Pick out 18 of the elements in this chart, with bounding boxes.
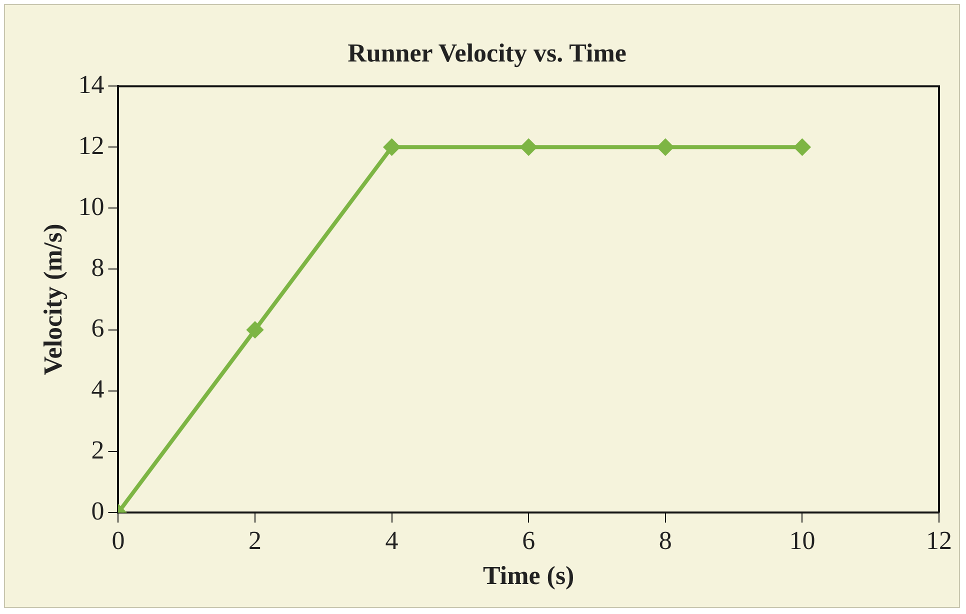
x-axis-title: Time (s) [482, 561, 574, 590]
y-tick-label: 6 [91, 314, 104, 343]
x-tick-label: 8 [658, 526, 672, 556]
chart-title: Runner Velocity vs. Time [348, 38, 626, 68]
y-axis-title: Velocity (m/s) [38, 224, 68, 376]
x-tick-label: 2 [248, 526, 262, 556]
y-tick-label: 4 [91, 374, 104, 404]
x-tick-label: 6 [522, 526, 536, 556]
y-tick-label: 8 [91, 252, 104, 282]
y-tick-label: 12 [78, 130, 104, 160]
y-tick-label: 2 [91, 436, 104, 465]
x-tick-label: 0 [112, 526, 125, 556]
x-tick-label: 10 [789, 526, 816, 556]
x-tick-label: 12 [926, 526, 952, 556]
x-tick-label: 4 [385, 526, 398, 556]
y-tick-label: 14 [78, 70, 104, 100]
y-tick-label: 10 [78, 192, 104, 221]
y-tick-label: 0 [91, 496, 104, 526]
